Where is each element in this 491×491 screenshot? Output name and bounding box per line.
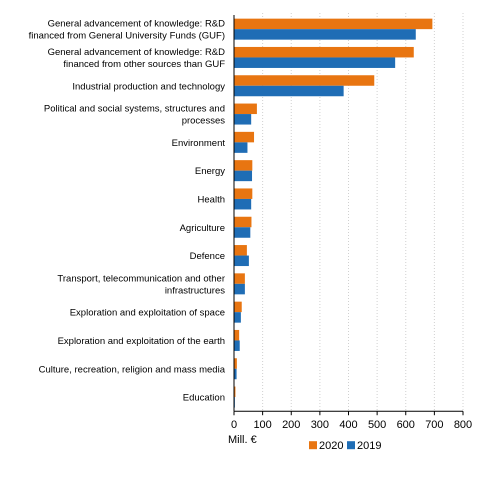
gridlines — [262, 13, 464, 412]
x-tick-label: 400 — [339, 419, 357, 431]
bar-2019-6 — [234, 170, 253, 182]
bar-2020-12 — [234, 329, 240, 341]
category-label: Health — [198, 194, 225, 205]
bar-2019-13 — [234, 368, 237, 380]
legend-label-2020: 2020 — [319, 440, 343, 452]
x-tick-label: 700 — [425, 419, 443, 431]
category-label: Environment — [172, 138, 226, 149]
x-tick-label: 0 — [231, 419, 237, 431]
bar-2019-4 — [234, 114, 252, 125]
bar-2019-9 — [234, 255, 249, 267]
legend: 2020 2019 — [309, 440, 381, 452]
category-label: Education — [183, 393, 225, 404]
bar-2020-8 — [234, 216, 252, 228]
x-tick-label: 200 — [282, 419, 300, 431]
bar-2020-14 — [234, 386, 236, 398]
bar-2020-4 — [234, 103, 257, 115]
x-tick-label: 500 — [368, 419, 386, 431]
bar-2019-8 — [234, 227, 251, 238]
x-tick-label: 300 — [311, 419, 329, 431]
bar-2019-1 — [234, 29, 416, 40]
category-label: Culture, recreation, religion and mass m… — [39, 364, 226, 375]
x-tick-label: 600 — [397, 419, 415, 431]
category-label: General advancement of knowledge: R&D fin… — [48, 47, 226, 70]
bar-marks — [234, 18, 433, 408]
bar-2020-7 — [234, 188, 253, 199]
category-label: General advancement of knowledge: R&D fin… — [29, 19, 226, 42]
category-label: Energy — [195, 166, 225, 177]
category-label: Transport, telecommunication and other in… — [57, 273, 225, 296]
category-label: Exploration and exploitation of space — [70, 308, 225, 319]
bar-2020-9 — [234, 245, 247, 256]
bar-2020-3 — [234, 75, 375, 86]
category-label: Political and social systems, structures… — [44, 104, 225, 127]
category-label: Defence — [190, 251, 225, 262]
category-label: Industrial production and technology — [72, 81, 225, 92]
bar-2020-2 — [234, 46, 414, 58]
bar-2019-5 — [234, 142, 248, 153]
bar-2019-3 — [234, 85, 344, 97]
bar-2019-11 — [234, 312, 241, 323]
bar-2020-6 — [234, 160, 253, 171]
x-tick-label: 800 — [454, 419, 472, 431]
value-axis: 0 100 200 300 400 500 600 700 800 Mill. € — [228, 15, 472, 446]
bar-2020-10 — [234, 273, 245, 284]
legend-swatch-2019 — [347, 441, 355, 450]
legend-swatch-2020 — [309, 441, 317, 450]
legend-label-2019: 2019 — [357, 440, 381, 452]
bar-2020-5 — [234, 131, 255, 143]
x-axis-unit-label: Mill. € — [228, 434, 257, 446]
bar-2019-2 — [234, 57, 396, 68]
category-label: Agriculture — [180, 223, 225, 234]
bar-2019-10 — [234, 283, 245, 295]
bar-2020-11 — [234, 301, 242, 313]
bar-2019-12 — [234, 340, 240, 351]
category-label: Exploration and exploitation of the eart… — [58, 336, 225, 347]
category-labels: General advancement of knowledge: R&D fin… — [29, 19, 226, 404]
bar-2020-13 — [234, 358, 237, 369]
bar-2020-1 — [234, 18, 433, 30]
x-tick-label: 100 — [253, 419, 271, 431]
bar-2019-7 — [234, 198, 252, 210]
